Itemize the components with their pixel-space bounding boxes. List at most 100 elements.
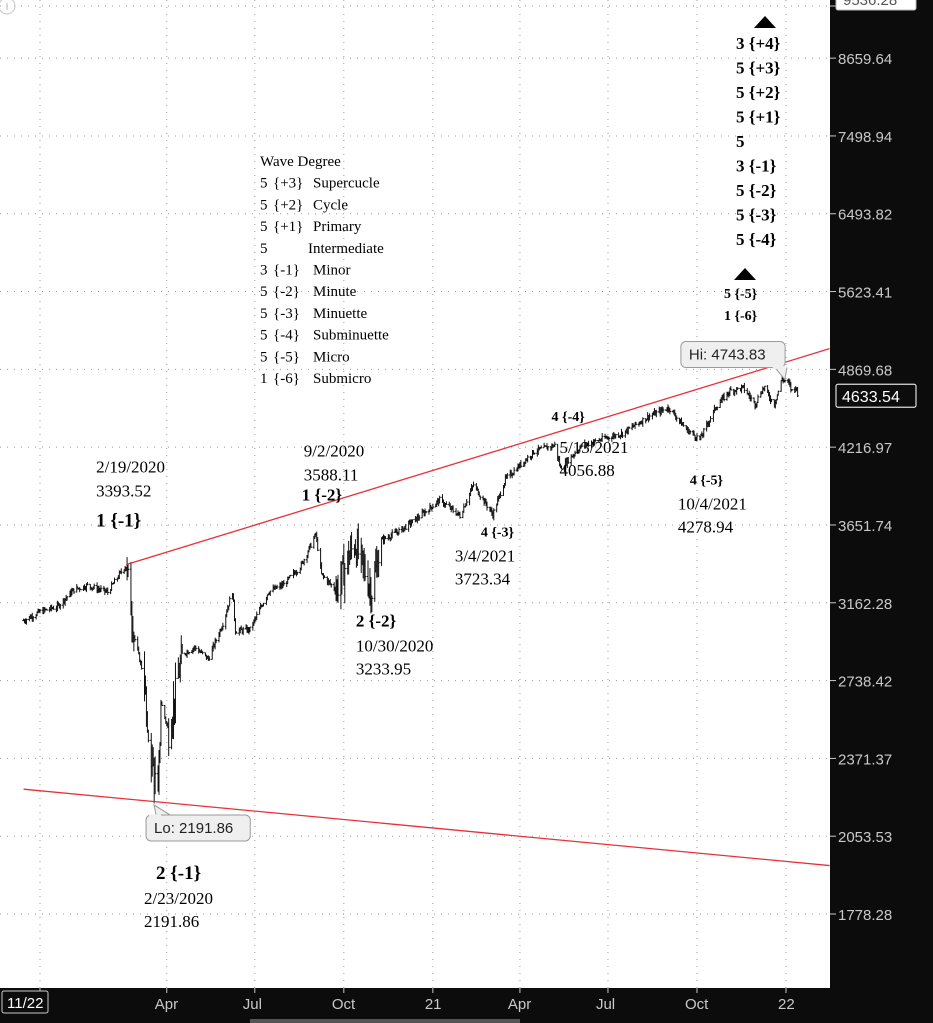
price-bar <box>682 421 685 427</box>
price-bar <box>302 558 306 566</box>
price-bar <box>567 457 570 464</box>
price-bar <box>546 446 550 451</box>
price-bar <box>86 582 89 586</box>
price-bar <box>194 645 197 652</box>
x-tick-label: Apr <box>155 996 178 1013</box>
legend-degree-name: Intermediate <box>308 241 384 257</box>
price-bar <box>756 394 760 404</box>
price-bar <box>187 652 191 655</box>
x-tick-label: Jul <box>243 996 262 1013</box>
y-tick-label: 2053.53 <box>838 829 892 846</box>
price-bar <box>492 508 495 521</box>
legend-degree: {+2} <box>273 197 303 213</box>
wave-stack-item: 5 {+2} <box>736 83 781 102</box>
triangle-up-icon <box>734 268 756 280</box>
price-axis[interactable]: 9536.28 8659.64 7498.94 6493.82 5623.41 4869.… <box>830 0 933 1023</box>
x-tick-label: Oct <box>332 996 356 1013</box>
legend-degree: {-4} <box>273 328 300 344</box>
price-bar <box>749 394 753 402</box>
price-bar <box>275 584 279 590</box>
price-bar <box>92 583 96 590</box>
price-bar <box>214 638 218 644</box>
lower-trendline[interactable] <box>23 788 830 867</box>
legend-count: 5 <box>260 284 268 300</box>
time-axis[interactable]: 11/22 Apr Jul Oct 21 Apr Jul Oct 22 <box>0 988 933 1023</box>
price-bar <box>770 398 773 403</box>
price-bar <box>506 473 509 479</box>
annotation-date: 2/23/2020 <box>144 889 213 908</box>
price-bar <box>330 583 333 588</box>
price-bar <box>357 523 360 560</box>
price-bar <box>255 611 258 621</box>
price-bar <box>796 386 799 398</box>
wave-count-stack: 3 {+4} 5 {+3} 5 {+2} 5 {+1} 5 3 {-1} 5 {-2} 5 {… <box>724 16 781 324</box>
info-icon[interactable] <box>0 0 16 15</box>
price-bar <box>228 596 231 607</box>
legend-degree-name: Supercucle <box>313 176 380 192</box>
annotation-low-oct-2020: 2 {-2} 10/30/2020 3233.95 <box>356 612 433 679</box>
price-bar <box>445 501 448 505</box>
price-bar <box>336 574 340 603</box>
price-bar <box>174 662 177 724</box>
annotation-value: 3723.34 <box>455 569 511 588</box>
price-bar <box>729 386 733 391</box>
legend-title: Wave Degree <box>260 154 341 170</box>
price-bar <box>695 432 699 442</box>
legend-count: 5 <box>260 197 268 213</box>
price-bar <box>560 465 563 470</box>
callout-label: Hi: 4743.83 <box>689 347 766 364</box>
price-bar <box>32 615 35 622</box>
y-tick-label: 4216.97 <box>838 440 892 457</box>
y-tick-label: 1778.28 <box>838 907 892 924</box>
axis-start-date-box <box>1 990 49 1014</box>
price-bar <box>147 729 150 743</box>
price-bar <box>526 454 529 463</box>
annotation-date: 2/19/2020 <box>96 458 165 477</box>
annotation-date: 10/4/2021 <box>678 494 747 513</box>
price-bar <box>743 382 746 394</box>
annotation-date: 3/4/2021 <box>455 546 515 565</box>
legend-degree: {-5} <box>273 349 300 365</box>
legend-count: 5 <box>260 349 268 365</box>
upper-trendline[interactable] <box>125 348 830 566</box>
low-callout[interactable]: Lo: 2191.86 <box>145 803 251 842</box>
price-bar <box>38 609 42 614</box>
price-bar <box>689 430 692 435</box>
price-bar <box>52 605 55 610</box>
annotation-peak-feb-2020: 2/19/2020 3393.52 1 {-1} <box>96 458 165 532</box>
annotation-date: 10/30/2020 <box>356 637 433 656</box>
y-tick-label: 7498.94 <box>838 129 892 146</box>
legend-count: 5 <box>260 306 268 322</box>
price-bar <box>25 618 28 625</box>
price-bar <box>208 656 211 661</box>
price-bar <box>153 756 157 795</box>
legend-degree-name: Minor <box>313 263 351 279</box>
wave-stack-item: 5 {+3} <box>736 59 781 78</box>
annotation-value: 3233.95 <box>356 660 411 679</box>
price-bar <box>133 635 137 642</box>
last-price-label: 4633.54 <box>842 389 900 406</box>
price-bar <box>411 519 414 524</box>
price-bar <box>384 536 387 540</box>
price-bar <box>675 415 678 422</box>
annotation-low-oct-2021: 4 {-5} 10/4/2021 4278.94 <box>678 473 747 536</box>
price-bar <box>424 511 428 514</box>
annotation-value: 4056.88 <box>560 461 615 480</box>
annotation-value: 3393.52 <box>96 482 151 501</box>
price-bar <box>79 588 82 591</box>
last-price-box <box>835 383 917 408</box>
high-callout[interactable]: Hi: 4743.83 <box>680 341 788 381</box>
price-bar <box>465 499 468 507</box>
legend-degree: {+1} <box>273 219 303 235</box>
price-bar <box>614 433 617 439</box>
y-tick-label: 3162.28 <box>838 596 892 613</box>
y-tick-label: 6493.82 <box>838 207 892 224</box>
price-bar <box>607 436 611 442</box>
price-bar <box>72 588 76 594</box>
time-axis-panel <box>0 988 933 1023</box>
scrollbar-thumb[interactable] <box>250 1019 520 1023</box>
price-bar <box>343 563 346 604</box>
price-bar <box>323 575 326 578</box>
